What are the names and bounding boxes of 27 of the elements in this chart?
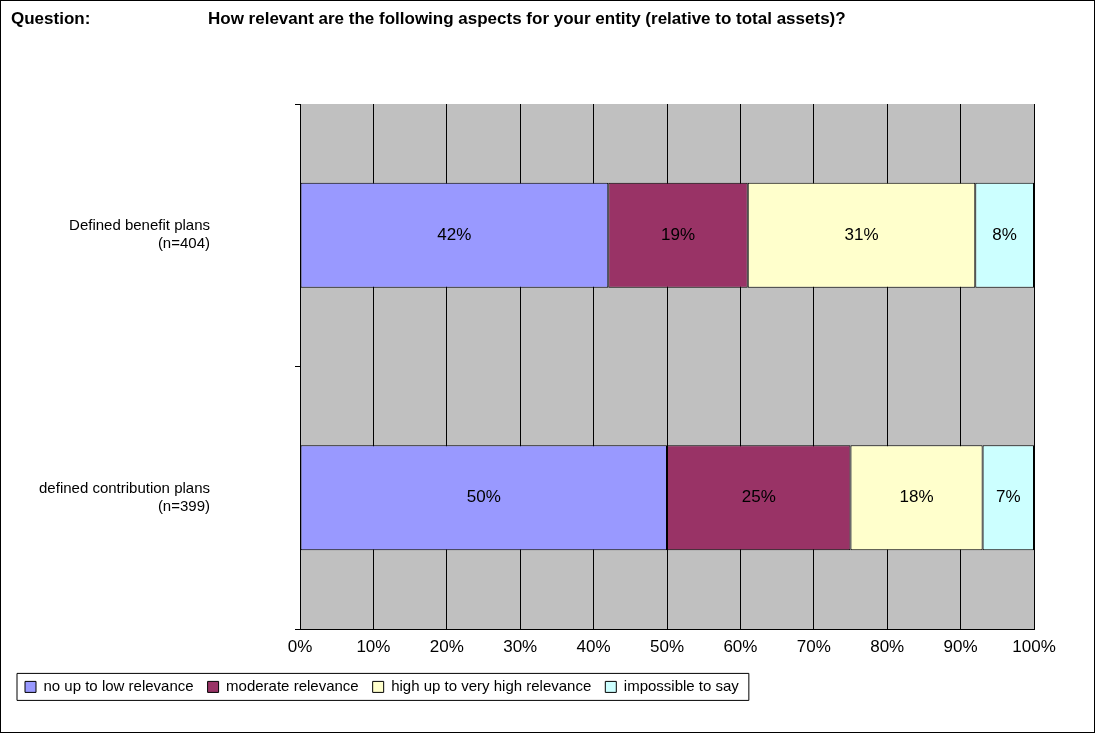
chart-title: How relevant are the following aspects for your entity (relative to total assets)?: [208, 9, 846, 29]
legend-label: no up to low relevance: [43, 677, 194, 695]
data-label: 19%: [660, 224, 696, 244]
legend-label: impossible to say: [623, 677, 740, 695]
data-label: 7%: [996, 487, 1021, 507]
data-label: 31%: [844, 224, 879, 244]
x-tick-label: 90%: [943, 636, 978, 656]
x-tick-label: 30%: [503, 636, 538, 656]
x-tick-label: 60%: [723, 636, 758, 656]
data-label: 25%: [741, 487, 776, 507]
data-label: 8%: [992, 224, 1017, 244]
data-label: 18%: [899, 487, 934, 507]
x-tick-label: 40%: [576, 636, 611, 656]
x-tick-label: 20%: [429, 636, 464, 656]
data-label: 42%: [437, 224, 472, 244]
x-tick-label: 50%: [649, 636, 685, 656]
legend-label: moderate relevance: [226, 677, 359, 695]
legend-label: high up to very high relevance: [391, 677, 592, 695]
x-tick-label: 0%: [287, 636, 313, 656]
x-tick-label: 10%: [356, 636, 391, 656]
x-tick-label: 80%: [870, 636, 905, 656]
text: Question:: [11, 9, 91, 29]
data-label: 50%: [466, 487, 501, 507]
y-tick-label: defined contribution plans (n=399): [39, 478, 210, 514]
y-tick-label: Defined benefit plans (n=404): [69, 216, 210, 252]
x-tick-label: 70%: [796, 636, 831, 656]
x-tick-label: 100%: [1012, 636, 1056, 656]
